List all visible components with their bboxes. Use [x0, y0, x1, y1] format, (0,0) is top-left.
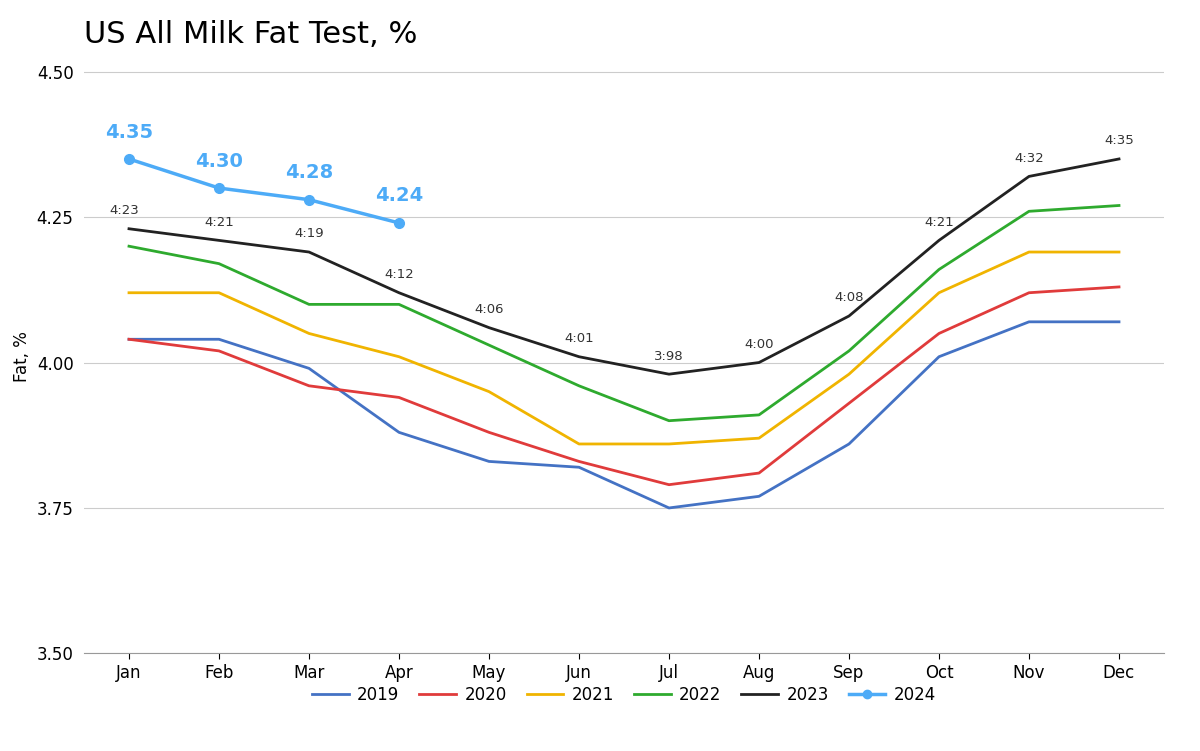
Text: 4.28: 4.28 — [284, 163, 334, 182]
2023 — [1022, 172, 1037, 181]
2020 — [482, 428, 497, 437]
2019 — [482, 457, 497, 466]
2022 — [932, 265, 947, 274]
Y-axis label: Fat, %: Fat, % — [13, 331, 31, 382]
2023 — [482, 323, 497, 332]
Line: 2021: 2021 — [130, 252, 1120, 444]
2022 — [751, 410, 767, 419]
2021 — [302, 329, 317, 338]
2021 — [572, 439, 587, 448]
2023 — [122, 225, 137, 234]
2021 — [1022, 248, 1037, 257]
Text: 4:01: 4:01 — [564, 332, 594, 345]
Text: 4.24: 4.24 — [374, 186, 424, 206]
2020 — [932, 329, 947, 338]
2021 — [212, 288, 227, 297]
2023 — [391, 288, 406, 297]
2022 — [842, 346, 857, 355]
2023 — [572, 352, 587, 361]
Text: 4:32: 4:32 — [1014, 152, 1044, 164]
Text: 4.30: 4.30 — [196, 152, 242, 170]
Text: 4:21: 4:21 — [204, 216, 234, 229]
2019 — [302, 363, 317, 372]
2019 — [1112, 318, 1127, 327]
2024 — [391, 219, 406, 228]
Text: 4:08: 4:08 — [834, 291, 864, 304]
2022 — [1022, 207, 1037, 216]
2022 — [302, 300, 317, 309]
Text: 4.35: 4.35 — [104, 122, 154, 141]
Text: 4:00: 4:00 — [744, 338, 774, 351]
2020 — [1022, 288, 1037, 297]
2024 — [122, 155, 137, 164]
2024 — [212, 183, 227, 192]
2022 — [1112, 201, 1127, 210]
Line: 2019: 2019 — [130, 322, 1120, 508]
2023 — [662, 369, 677, 379]
2022 — [482, 341, 497, 350]
2020 — [302, 382, 317, 391]
2020 — [391, 393, 406, 402]
2023 — [1112, 155, 1127, 164]
2022 — [662, 416, 677, 425]
2020 — [842, 399, 857, 408]
2021 — [932, 288, 947, 297]
Text: 4:12: 4:12 — [384, 268, 414, 281]
2019 — [391, 428, 406, 437]
2019 — [1022, 318, 1037, 327]
Text: 4:06: 4:06 — [474, 303, 504, 316]
2023 — [932, 236, 947, 245]
2019 — [572, 463, 587, 472]
Line: 2020: 2020 — [130, 287, 1120, 484]
2019 — [122, 335, 137, 344]
2022 — [212, 259, 227, 268]
2023 — [212, 236, 227, 245]
Text: 4:35: 4:35 — [1104, 134, 1134, 147]
Legend: 2019, 2020, 2021, 2022, 2023, 2024: 2019, 2020, 2021, 2022, 2023, 2024 — [305, 679, 943, 710]
2020 — [1112, 282, 1127, 291]
Text: US All Milk Fat Test, %: US All Milk Fat Test, % — [84, 20, 418, 50]
Line: 2023: 2023 — [130, 159, 1120, 374]
2021 — [1112, 248, 1127, 257]
2019 — [842, 439, 857, 448]
2019 — [662, 503, 677, 512]
2023 — [302, 248, 317, 257]
2023 — [842, 312, 857, 321]
2019 — [751, 492, 767, 501]
2020 — [212, 346, 227, 355]
2020 — [751, 469, 767, 478]
2019 — [212, 335, 227, 344]
2020 — [662, 480, 677, 489]
2019 — [932, 352, 947, 361]
Text: 4:19: 4:19 — [294, 228, 324, 240]
Text: 4:23: 4:23 — [109, 204, 139, 217]
Line: 2024: 2024 — [124, 154, 404, 228]
2021 — [751, 433, 767, 442]
2023 — [751, 358, 767, 367]
2022 — [572, 382, 587, 391]
2022 — [391, 300, 406, 309]
2021 — [122, 288, 137, 297]
Line: 2022: 2022 — [130, 206, 1120, 421]
2021 — [482, 387, 497, 396]
2021 — [662, 439, 677, 448]
2021 — [391, 352, 406, 361]
2020 — [122, 335, 137, 344]
2022 — [122, 242, 137, 251]
Text: 4:21: 4:21 — [924, 216, 954, 229]
Text: 3:98: 3:98 — [654, 349, 684, 363]
2021 — [842, 369, 857, 379]
2020 — [572, 457, 587, 466]
2024 — [302, 195, 317, 204]
